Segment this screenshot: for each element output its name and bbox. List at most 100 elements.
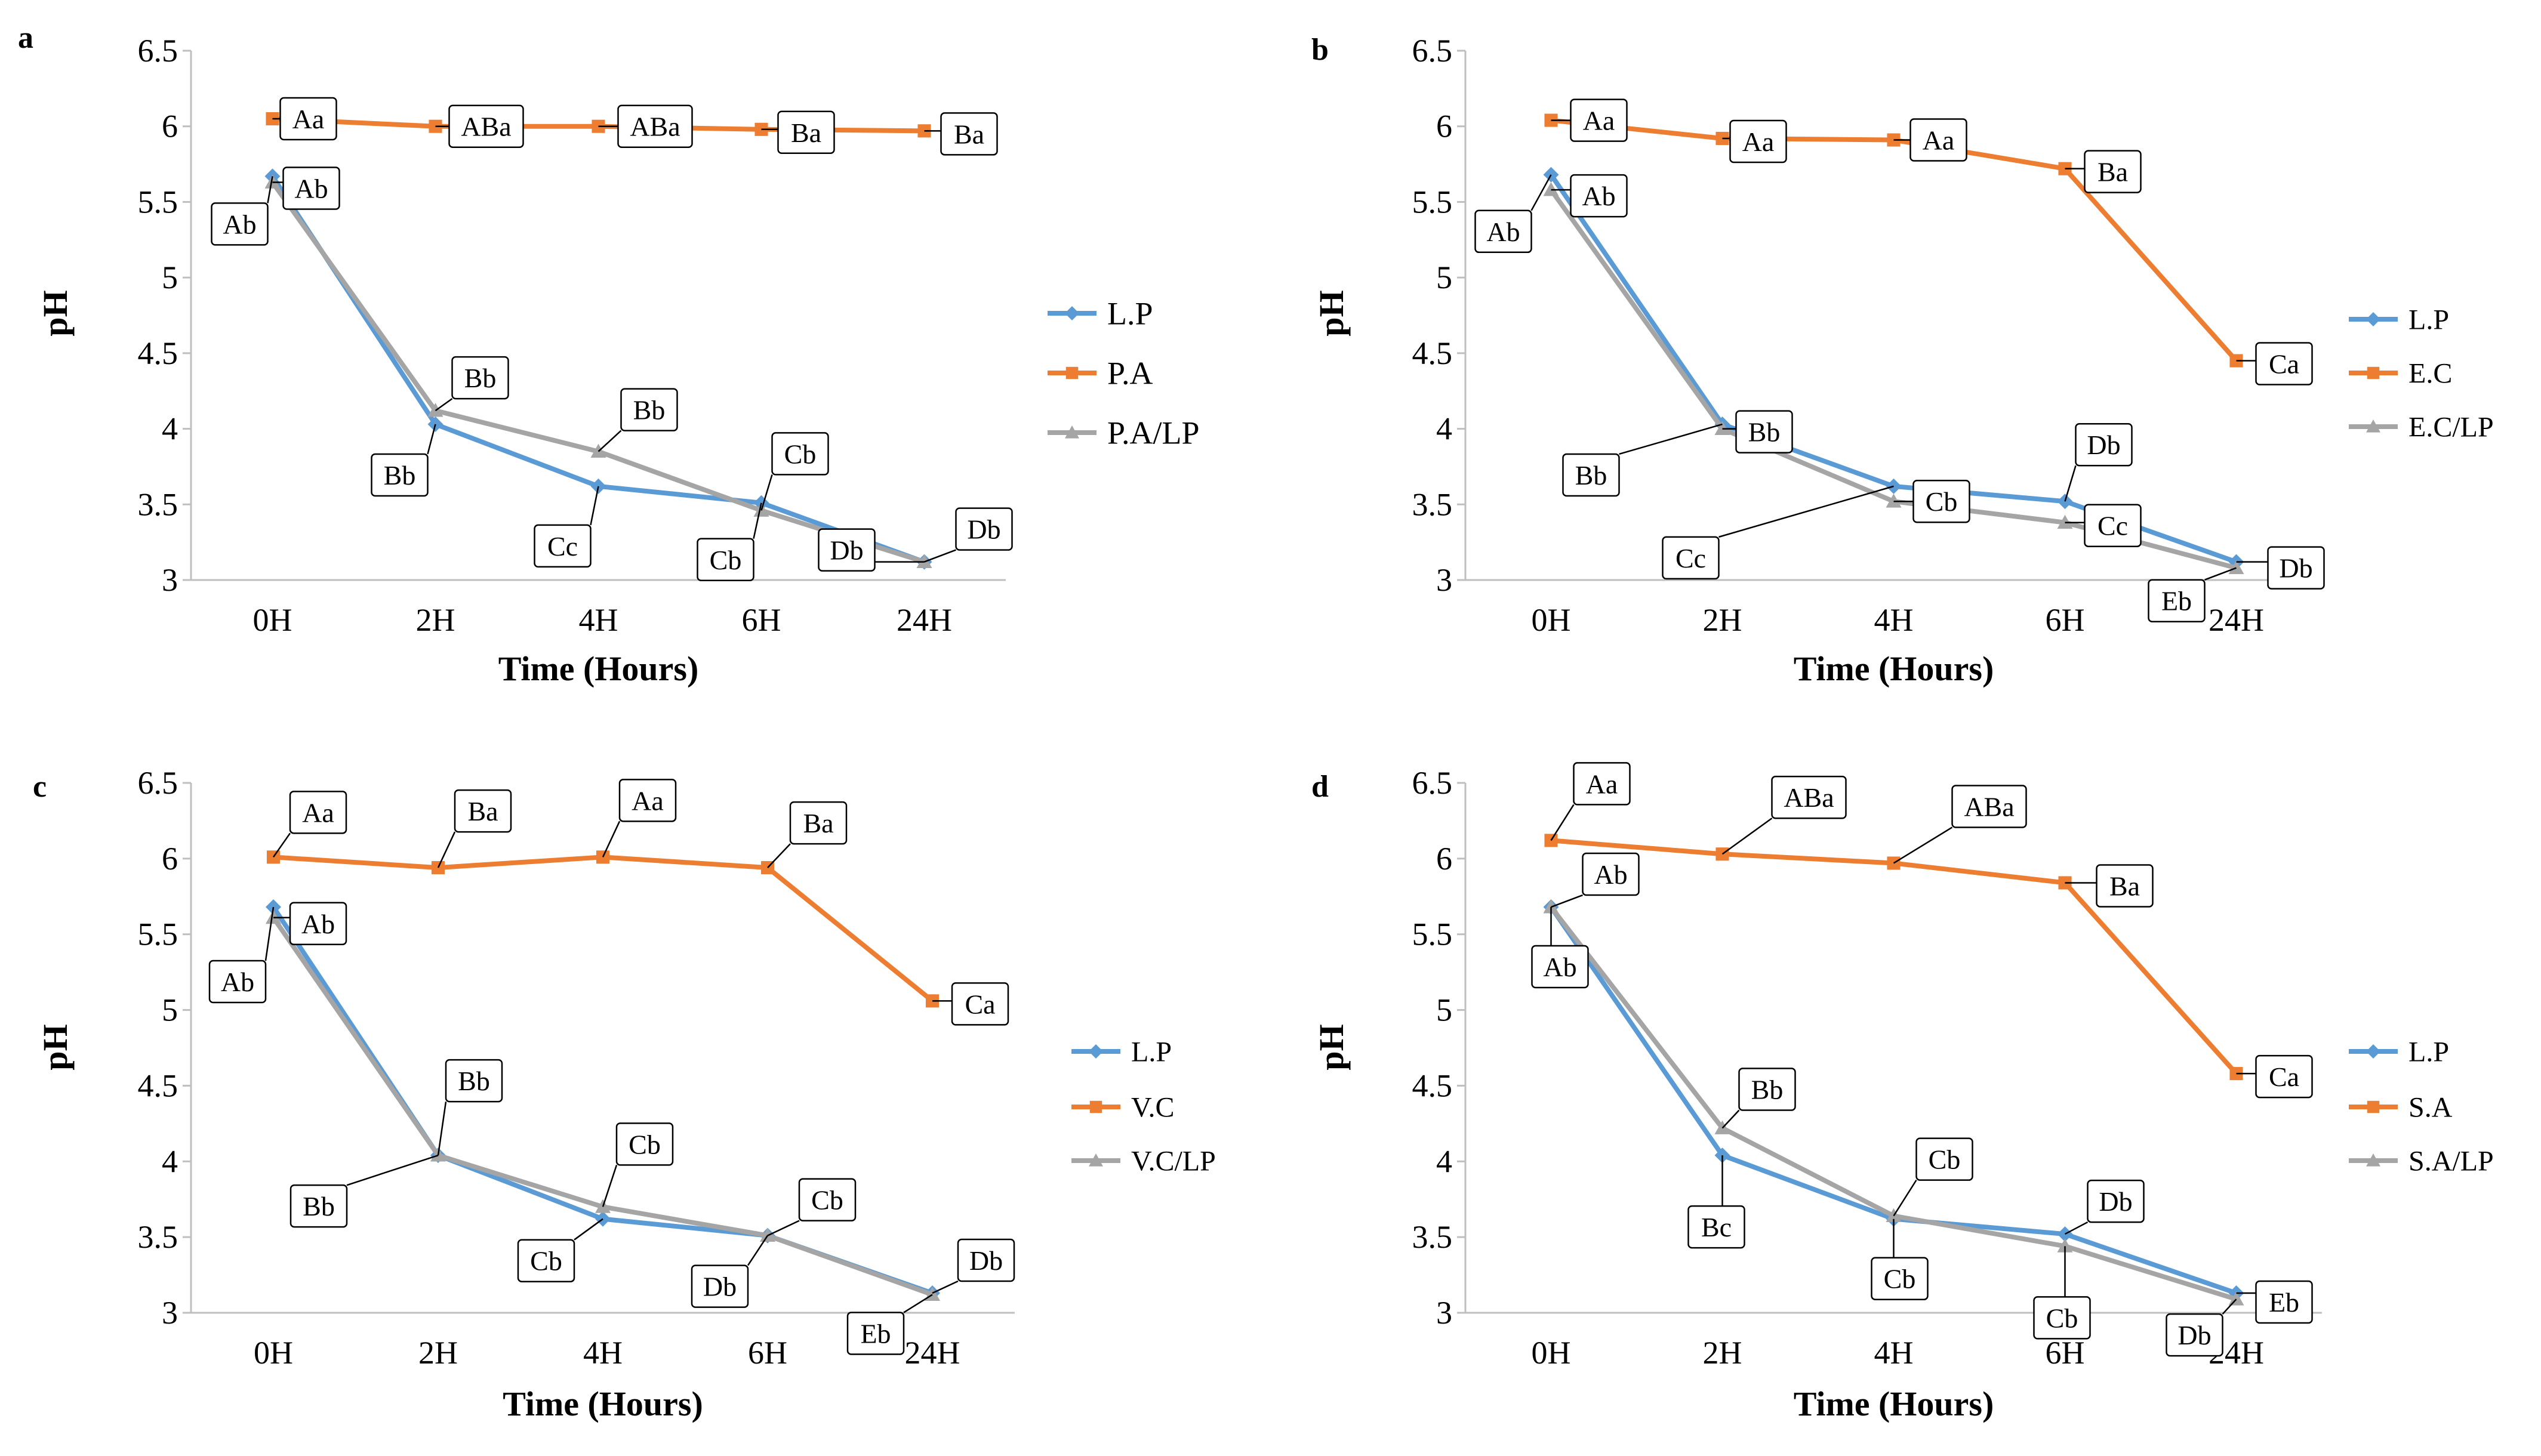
- callout-box: [2075, 422, 2133, 467]
- callout-box: [771, 432, 829, 476]
- callout-label: Bb: [1748, 417, 1781, 448]
- callout-leader: [2064, 1221, 2089, 1235]
- annotation-callout: Bb: [289, 1154, 439, 1228]
- callout-leader: [272, 832, 291, 858]
- y-axis-title: pH: [36, 1024, 75, 1070]
- y-axis-title: pH: [1312, 1024, 1351, 1070]
- legend-item: L.P: [1071, 1036, 1172, 1068]
- data-point: [2228, 560, 2244, 575]
- callout-label: Db: [969, 1245, 1003, 1276]
- callout-label: Cb: [811, 1185, 843, 1216]
- callout-leader: [767, 843, 791, 868]
- callout-box: [951, 982, 1009, 1026]
- y-tick-label: 3: [1436, 1295, 1452, 1331]
- callout-box: [371, 453, 429, 497]
- data-point: [1543, 182, 1559, 196]
- y-tick-label: 4: [1436, 411, 1452, 447]
- y-tick-label: 3: [1436, 562, 1452, 598]
- callout-label: Ab: [223, 209, 256, 239]
- callout-label: Cb: [2046, 1303, 2078, 1333]
- x-tick-label: 0H: [1532, 1335, 1571, 1371]
- x-tick-label: 4H: [579, 602, 618, 638]
- callout-label: Aa: [632, 785, 664, 816]
- x-tick-label: 2H: [1703, 1335, 1742, 1371]
- y-tick-label: 6: [162, 109, 178, 144]
- callout-box: [2255, 1054, 2313, 1099]
- annotation-callout: Cb: [602, 1122, 674, 1207]
- callout-label: Cc: [2098, 511, 2128, 541]
- callout-box: [2148, 579, 2206, 622]
- callout-leader: [437, 1101, 447, 1156]
- y-tick-label: 5: [162, 260, 178, 295]
- callout-leader: [760, 474, 773, 511]
- callout-label: Ab: [301, 909, 335, 939]
- annotation-callout: Cc: [2065, 504, 2142, 547]
- annotation-callout: Eb: [2148, 567, 2237, 622]
- annotation-callout: Ab: [273, 902, 347, 946]
- annotation-callout: Aa: [1551, 98, 1628, 142]
- callout-leader: [602, 820, 621, 857]
- callout-box: [1531, 945, 1589, 989]
- legend-marker: [2366, 419, 2380, 433]
- data-point: [596, 850, 610, 864]
- callout-box: [289, 902, 347, 946]
- callout-label: Bb: [464, 363, 497, 393]
- callout-label: Aa: [1923, 125, 1955, 156]
- x-tick-label: 6H: [2046, 602, 2085, 638]
- y-tick-label: 3.5: [138, 1219, 178, 1255]
- annotation-callout: Bb: [1721, 1068, 1796, 1129]
- legend-label: L.P: [2408, 1036, 2449, 1068]
- legend-item: S.A: [2349, 1091, 2453, 1123]
- data-point: [431, 861, 445, 875]
- x-axis-title: Time (Hours): [503, 1384, 703, 1423]
- data-point: [266, 909, 281, 924]
- x-tick-label: 4H: [1874, 602, 1914, 638]
- y-tick-label: 5: [1436, 992, 1452, 1028]
- legend-item: L.P: [2349, 1036, 2449, 1068]
- callout-label: Ba: [2109, 871, 2140, 901]
- callout-box: [279, 97, 337, 141]
- y-tick-label: 5.5: [138, 184, 178, 220]
- callout-label: ABa: [630, 112, 680, 142]
- callout-label: Cb: [1884, 1264, 1916, 1294]
- y-tick-label: 6.5: [138, 33, 178, 69]
- callout-leader: [1530, 174, 1552, 211]
- legend-marker: [1065, 366, 1079, 380]
- callout-label: Db: [703, 1272, 737, 1302]
- callout-leader: [574, 1218, 603, 1241]
- legend-label: E.C: [2408, 357, 2452, 389]
- callout-box: [2267, 546, 2325, 590]
- callout-leader: [932, 1280, 959, 1294]
- callout-box: [846, 1312, 905, 1355]
- callout-box: [517, 1239, 575, 1282]
- callout-label: ABa: [1964, 791, 2014, 822]
- series-line-l-p: [271, 905, 934, 1295]
- panel-letter: b: [1311, 33, 1329, 67]
- callout-box: [1570, 174, 1628, 218]
- callout-leader: [346, 1154, 439, 1186]
- callout-box: [1687, 1205, 1745, 1249]
- callout-box: [208, 960, 267, 1004]
- annotation-callout: ABa: [435, 104, 524, 148]
- callout-box: [2087, 1179, 2145, 1223]
- panel-letter: a: [18, 21, 33, 55]
- callout-label: Aa: [302, 797, 334, 828]
- callout-box: [2084, 150, 2142, 193]
- y-tick-label: 5: [1436, 260, 1452, 295]
- legend-label: P.A: [1107, 355, 1153, 391]
- legend-label: V.C/LP: [1131, 1145, 1216, 1177]
- annotation-callout: Ab: [1551, 852, 1640, 908]
- annotation-callout: ABa: [1721, 775, 1847, 855]
- y-axis-title: pH: [1312, 290, 1351, 336]
- legend-marker: [2366, 1153, 2380, 1167]
- annotation-callout: Ca: [932, 982, 1009, 1026]
- legend-item: L.P: [1048, 295, 1153, 331]
- callout-box: [697, 538, 754, 582]
- callout-box: [798, 1178, 857, 1221]
- annotation-callout: Cc: [1662, 485, 1894, 580]
- y-tick-label: 3.5: [138, 486, 178, 522]
- legend-marker: [1065, 306, 1079, 320]
- callout-leader: [435, 398, 453, 412]
- callout-box: [777, 110, 835, 155]
